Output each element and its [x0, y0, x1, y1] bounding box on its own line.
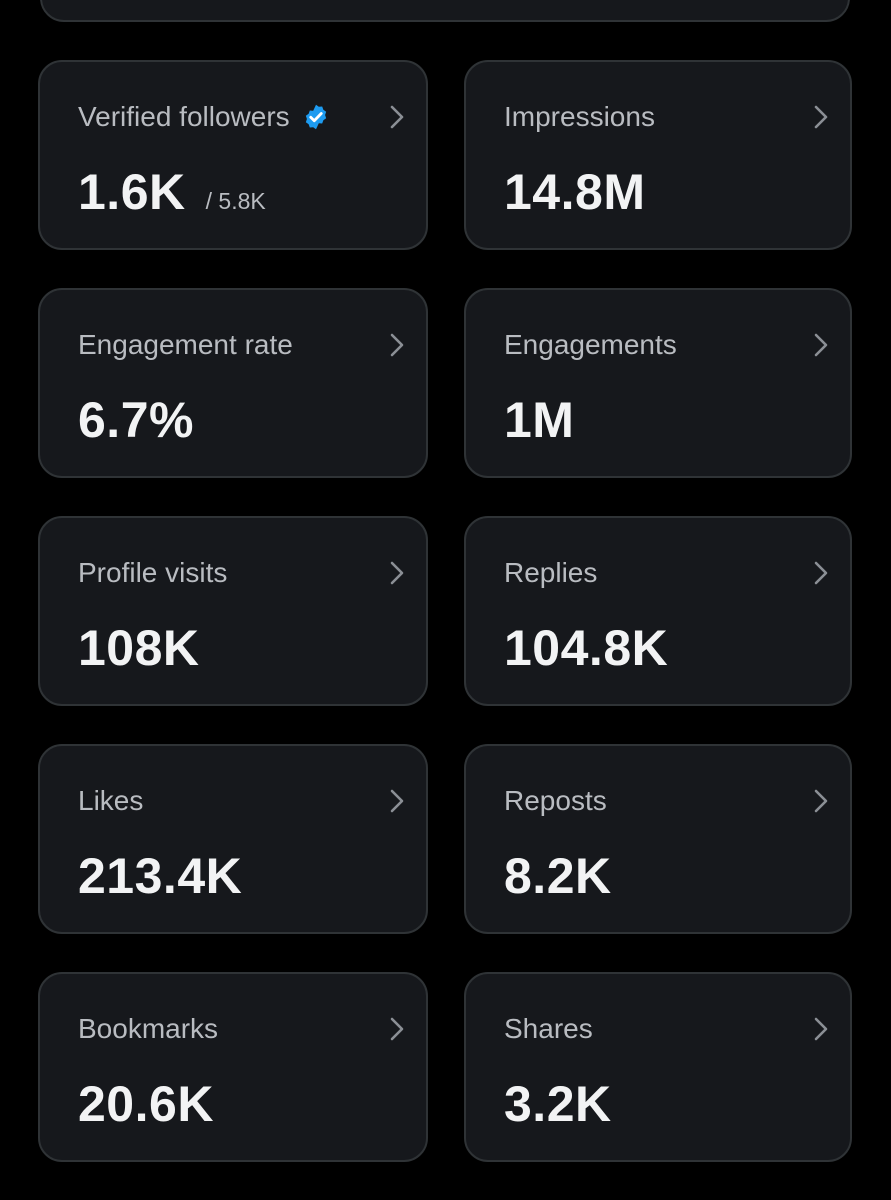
metric-value: 1.6K — [78, 164, 186, 220]
metric-value: 104.8K — [504, 620, 669, 676]
metric-card-reposts[interactable]: Reposts 8.2K — [464, 744, 852, 934]
metric-label: Shares — [504, 1013, 593, 1044]
metric-card-verified-followers[interactable]: Verified followers 1.6K / 5.8K — [38, 60, 428, 250]
metric-card-impressions[interactable]: Impressions 14.8M — [464, 60, 852, 250]
metric-value-row: 104.8K — [504, 618, 668, 678]
metric-value-row: 213.4K — [78, 846, 242, 906]
chevron-right-icon — [390, 561, 404, 585]
metrics-grid: Verified followers 1.6K / 5.8K Impressio… — [38, 60, 852, 1162]
metric-card-profile-visits[interactable]: Profile visits 108K — [38, 516, 428, 706]
metric-label: Bookmarks — [78, 1013, 219, 1044]
metric-card-engagements[interactable]: Engagements 1M — [464, 288, 852, 478]
metric-value: 20.6K — [78, 1076, 214, 1132]
metric-value: 108K — [78, 620, 200, 676]
metric-card-replies[interactable]: Replies 104.8K — [464, 516, 852, 706]
metric-label: Likes — [78, 785, 144, 816]
chevron-right-icon — [814, 105, 828, 129]
chevron-right-icon — [390, 789, 404, 813]
metric-label-row: Engagements — [504, 328, 677, 362]
chevron-right-icon — [814, 561, 828, 585]
metric-label-row: Shares — [504, 1012, 593, 1046]
metric-value: 1M — [504, 392, 575, 448]
metric-value-row: 1.6K / 5.8K — [78, 162, 266, 222]
metric-value-row: 6.7% — [78, 390, 194, 450]
metric-label: Impressions — [504, 101, 655, 132]
metric-value-row: 1M — [504, 390, 574, 450]
chevron-right-icon — [390, 105, 404, 129]
metric-total-value: / 5.8K — [205, 188, 266, 214]
metric-card-likes[interactable]: Likes 213.4K — [38, 744, 428, 934]
metric-value: 8.2K — [504, 848, 612, 904]
metric-label-row: Verified followers — [78, 100, 330, 134]
metric-value-row: 20.6K — [78, 1074, 214, 1134]
metric-label-row: Bookmarks — [78, 1012, 218, 1046]
metric-label-row: Reposts — [504, 784, 607, 818]
chevron-right-icon — [814, 1017, 828, 1041]
metric-card-shares[interactable]: Shares 3.2K — [464, 972, 852, 1162]
metric-value: 3.2K — [504, 1076, 612, 1132]
metric-label: Engagements — [504, 329, 677, 360]
chevron-right-icon — [390, 1017, 404, 1041]
metric-card-engagement-rate[interactable]: Engagement rate 6.7% — [38, 288, 428, 478]
metric-value-row: 14.8M — [504, 162, 645, 222]
metric-card-bookmarks[interactable]: Bookmarks 20.6K — [38, 972, 428, 1162]
metric-label: Engagement rate — [78, 329, 293, 360]
metric-value: 14.8M — [504, 164, 646, 220]
metric-value: 213.4K — [78, 848, 243, 904]
metric-label-row: Engagement rate — [78, 328, 293, 362]
metric-label: Profile visits — [78, 557, 228, 588]
chevron-right-icon — [390, 333, 404, 357]
verified-badge-icon — [305, 104, 326, 130]
previous-card[interactable] — [40, 0, 850, 22]
metric-label-row: Replies — [504, 556, 597, 590]
metric-label: Reposts — [504, 785, 607, 816]
metric-value-row: 3.2K — [504, 1074, 612, 1134]
metric-label: Replies — [504, 557, 598, 588]
chevron-right-icon — [814, 333, 828, 357]
metric-label-row: Impressions — [504, 100, 655, 134]
metric-label-row: Likes — [78, 784, 143, 818]
chevron-right-icon — [814, 789, 828, 813]
metric-label: Verified followers — [78, 101, 290, 132]
metric-label-row: Profile visits — [78, 556, 227, 590]
metric-value: 6.7% — [78, 392, 194, 448]
metric-value-row: 8.2K — [504, 846, 612, 906]
metric-value-row: 108K — [78, 618, 200, 678]
